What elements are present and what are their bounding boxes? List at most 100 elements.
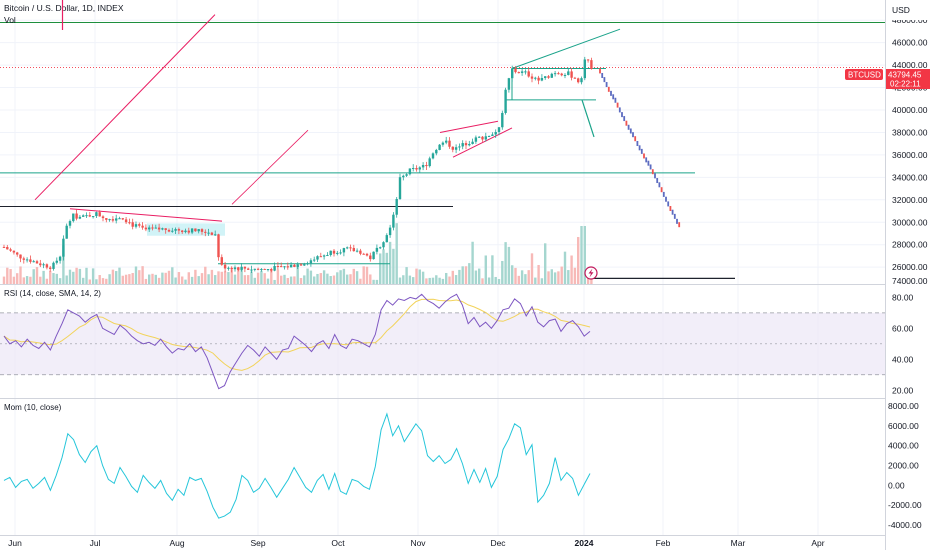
candle-body-17 [58, 256, 62, 261]
volume-bar-62 [207, 274, 210, 284]
candle-body-28 [95, 212, 98, 217]
candle-body-175 [580, 78, 583, 83]
volume-bar-156 [517, 275, 520, 284]
volume-bar-1 [6, 267, 9, 284]
symbol-badge [845, 69, 883, 80]
mom-tick-1: -2000.00 [888, 500, 922, 510]
time-axis[interactable]: Jun Jul Aug Sep Oct Nov Dec 2024 Feb Mar Apr [8, 538, 825, 548]
volume-bar-33 [111, 269, 115, 284]
price-tick-3: 32000.00 [892, 195, 928, 205]
volume-bar-73 [243, 275, 247, 284]
candle-body-65 [217, 234, 220, 258]
momentum-axis[interactable]: -4000.00 -2000.00 0.00 2000.00 4000.00 6000.0… [888, 401, 922, 530]
volume-bar-39 [131, 273, 134, 284]
candle-body-22 [75, 213, 78, 219]
candle-body-167 [553, 73, 557, 75]
candle-body-118 [392, 214, 395, 228]
price-tick-4: 34000.00 [892, 172, 928, 182]
candle-body-16 [55, 260, 58, 263]
volume-bar-127 [421, 271, 425, 284]
candle-body-168 [557, 73, 560, 75]
candle-body-11 [39, 263, 42, 266]
candle-body-172 [570, 71, 573, 78]
candle-body-80 [266, 269, 270, 271]
candle-body-134 [445, 140, 448, 143]
candle-body-161 [534, 77, 537, 79]
candle-body-30 [101, 216, 105, 219]
projection-dot-21 [645, 157, 648, 163]
volume-bar-108 [359, 278, 362, 284]
candle-body-123 [408, 168, 412, 175]
candle-body-13 [45, 264, 49, 268]
volume-bar-155 [514, 267, 517, 284]
currency-box[interactable] [886, 0, 932, 20]
candle-body-101 [336, 252, 339, 254]
price-tick-5: 36000.00 [892, 150, 928, 160]
candle-body-26 [88, 215, 91, 217]
candle-body-113 [375, 247, 379, 252]
volume-bar-173 [573, 267, 577, 284]
volume-bar-135 [448, 276, 451, 284]
projection-dot-23 [649, 164, 652, 170]
drawing-flag-box [147, 223, 225, 236]
drawing-pink-wedge-top [439, 120, 499, 133]
mom-tick-2: 0.00 [888, 480, 905, 490]
projection-dots [599, 68, 681, 228]
price-tick-11: 48000.00 [892, 15, 928, 25]
candle-body-50 [167, 229, 171, 232]
volume-bar-81 [270, 270, 273, 284]
projection-dot-18 [638, 145, 641, 151]
volume-bar-114 [379, 253, 382, 284]
volume-bar-171 [567, 270, 570, 284]
volume-bar-8 [29, 276, 32, 284]
candle-body-139 [461, 143, 464, 147]
candle-body-121 [402, 175, 405, 178]
lightning-icon[interactable] [584, 266, 598, 280]
candle-body-130 [431, 153, 435, 159]
volume-bar-11 [39, 276, 42, 284]
price-badge [886, 69, 930, 89]
candle-body-176 [583, 59, 586, 79]
projection-dot-2 [603, 77, 606, 83]
candle-body-115 [382, 242, 385, 248]
volume-bar-83 [276, 269, 280, 284]
volume-bar-30 [101, 278, 105, 284]
volume-bar-64 [214, 275, 217, 284]
candle-body-145 [481, 136, 484, 140]
candle-body-140 [464, 143, 468, 146]
volume-bar-9 [32, 269, 35, 284]
candle-body-32 [108, 219, 111, 221]
projection-dot-8 [616, 102, 619, 108]
volume-bar-132 [438, 277, 441, 284]
candle-body-163 [540, 78, 544, 81]
candle-body-136 [451, 146, 454, 150]
volume-bar-105 [349, 274, 352, 284]
currency-label[interactable]: USD [892, 5, 910, 15]
volume-bar-144 [478, 268, 481, 284]
rsi-title: RSI (14, close, SMA, 14, 2) [4, 289, 101, 298]
projection-dot-14 [629, 128, 632, 134]
volume-bar-55 [184, 279, 187, 284]
volume-bar-175 [580, 226, 583, 284]
projection-dot-34 [673, 213, 676, 219]
mom-tick-4: 4000.00 [888, 441, 919, 451]
volume-bar-2 [9, 269, 12, 284]
volume-bar-78 [260, 270, 263, 284]
volume-bar-21 [72, 271, 75, 284]
candle-body-48 [161, 228, 164, 230]
candle-body-120 [398, 177, 402, 200]
volume-bar-58 [194, 269, 197, 284]
candle-body-33 [111, 219, 115, 221]
rsi-axis[interactable]: 20.00 40.00 60.00 80.00 [892, 292, 914, 395]
candle-body-71 [237, 267, 240, 270]
volume-bar-92 [306, 268, 309, 284]
time-tick-7: 2024 [575, 538, 594, 548]
time-tick-8: Feb [656, 538, 671, 548]
candle-body-18 [62, 238, 65, 257]
volume-bar-150 [497, 279, 501, 284]
volume-bar-167 [553, 272, 557, 284]
volume-bar-157 [520, 270, 524, 284]
candle-body-3 [12, 250, 16, 253]
volume-bar-38 [128, 274, 131, 284]
